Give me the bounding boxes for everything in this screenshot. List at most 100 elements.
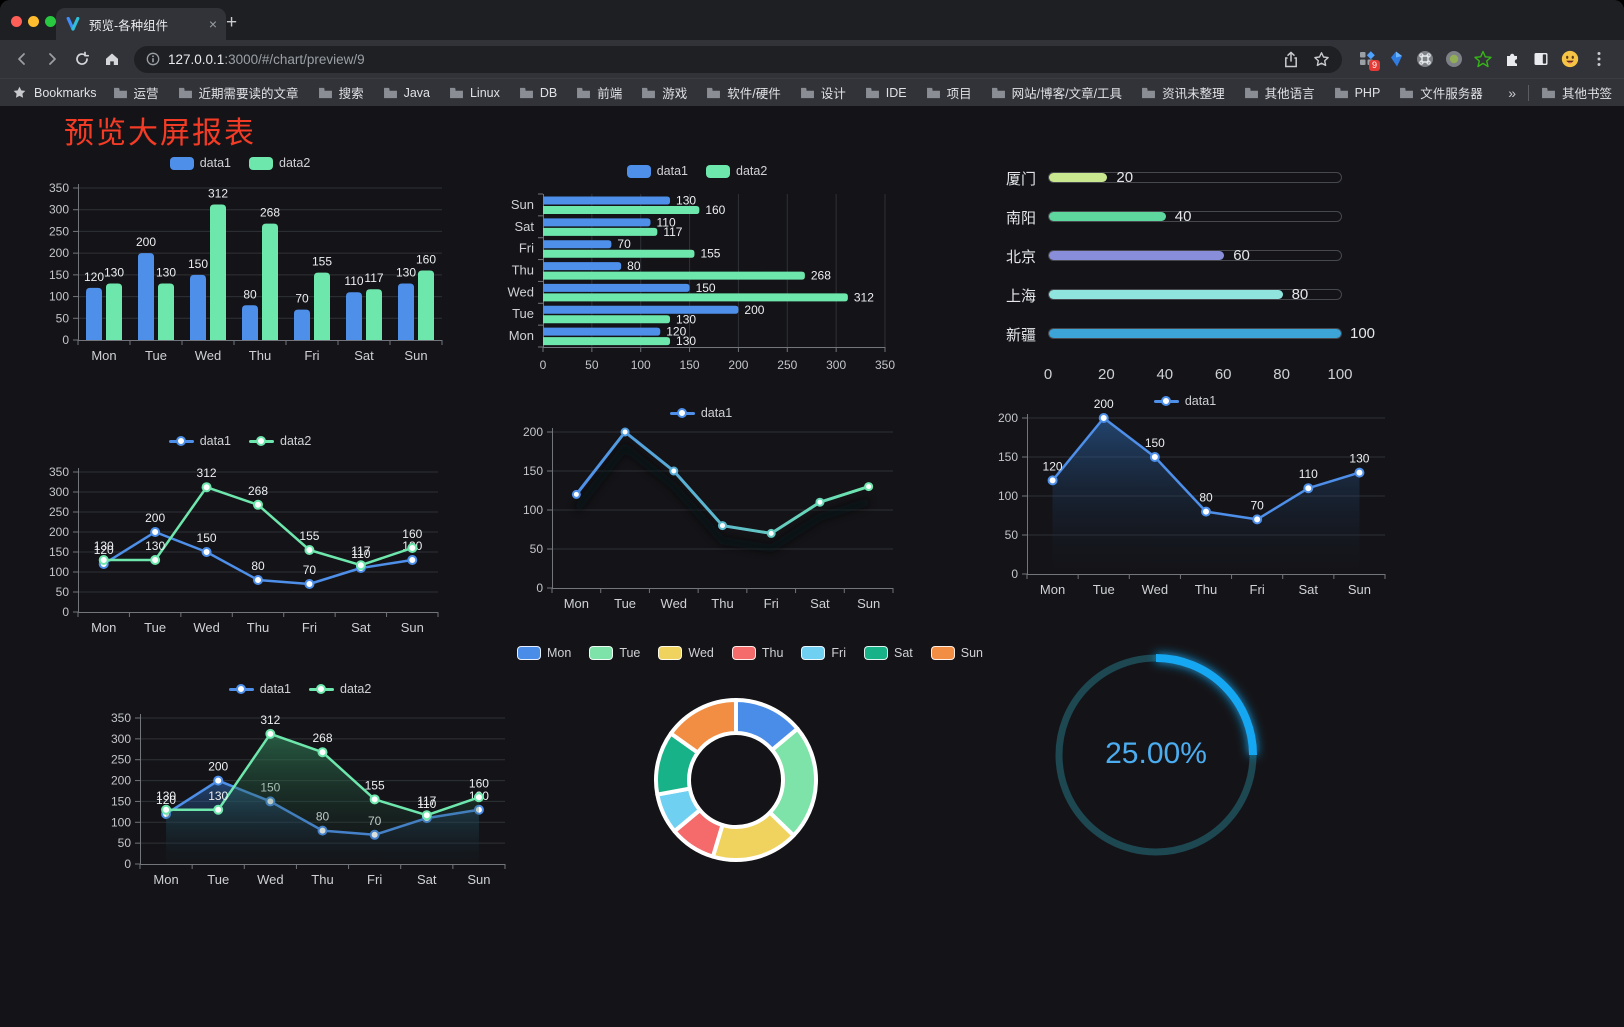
legend-item[interactable]: data1 — [1153, 394, 1216, 408]
legend-label: data1 — [700, 406, 733, 420]
bookmark-folder[interactable]: DB — [519, 86, 557, 100]
bookmark-folder[interactable]: 其他语言 — [1244, 83, 1315, 102]
info-icon[interactable] — [146, 52, 160, 66]
browser-tab[interactable]: 预览-各种组件 × — [56, 8, 226, 40]
chart-legend: data1 — [497, 406, 905, 420]
home-icon[interactable] — [98, 45, 126, 73]
svg-text:130: 130 — [104, 266, 124, 280]
svg-text:80: 80 — [251, 559, 265, 573]
command-circle-icon[interactable] — [1416, 50, 1434, 68]
svg-text:0: 0 — [62, 605, 69, 619]
svg-text:200: 200 — [136, 235, 156, 249]
bookmark-folder[interactable]: 设计 — [800, 83, 846, 102]
back-icon[interactable] — [8, 45, 36, 73]
menu-dots-icon[interactable] — [1590, 50, 1608, 68]
svg-text:Mon: Mon — [91, 348, 116, 363]
bookmark-folder[interactable]: 网站/博客/文章/工具 — [991, 83, 1122, 102]
new-tab-button[interactable]: + — [226, 12, 238, 33]
bookmark-folder[interactable]: PHP — [1334, 86, 1380, 100]
folder-icon — [1400, 87, 1414, 98]
svg-text:Tue: Tue — [144, 620, 166, 635]
kite-icon[interactable] — [1387, 50, 1405, 68]
svg-text:312: 312 — [260, 713, 280, 727]
legend-label: Wed — [688, 646, 714, 660]
svg-text:268: 268 — [312, 731, 332, 745]
bookmark-folder[interactable]: 软件/硬件 — [706, 83, 781, 102]
progress-label: 北京 — [1005, 249, 1036, 266]
extensions-grid-icon[interactable]: 9 — [1358, 50, 1380, 71]
svg-text:250: 250 — [49, 505, 69, 519]
bookmarks-overflow-chevron[interactable]: » — [1508, 84, 1516, 101]
svg-text:150: 150 — [188, 257, 208, 271]
progress-label: 新疆 — [1005, 327, 1036, 344]
progress-value: 40 — [1174, 208, 1192, 225]
svg-text:Wed: Wed — [195, 348, 222, 363]
tab-close-icon[interactable]: × — [208, 16, 217, 32]
legend-item[interactable]: Sun — [930, 646, 983, 660]
svg-text:80: 80 — [243, 287, 257, 301]
other-bookmarks[interactable]: 其他书签 — [1541, 83, 1612, 102]
bookmark-folder[interactable]: Java — [383, 86, 430, 100]
legend-item[interactable]: Sat — [864, 646, 913, 660]
bookmarks-manager[interactable]: Bookmarks — [12, 85, 97, 100]
city-progress-chart: 厦门 20 南阳 40 北京 60 上海 80 新疆 100 0 20 40 60 80 100 — [980, 154, 1400, 404]
svg-text:Tue: Tue — [207, 872, 229, 887]
forward-icon[interactable] — [38, 45, 66, 73]
legend-item[interactable]: data1 — [626, 164, 688, 178]
bookmark-folder[interactable]: 前端 — [576, 83, 622, 102]
record-circle-icon[interactable] — [1445, 50, 1463, 68]
legend-item[interactable]: Thu — [731, 646, 783, 660]
legend-item[interactable]: Wed — [658, 646, 714, 660]
bookmark-folder[interactable]: IDE — [865, 86, 907, 100]
avatar-emoji[interactable] — [1561, 50, 1579, 68]
bookmark-star-icon[interactable] — [1313, 51, 1330, 67]
legend-item[interactable]: data2 — [249, 434, 311, 448]
legend-item[interactable]: data2 — [706, 164, 767, 178]
donut-plot — [654, 698, 818, 862]
svg-text:110: 110 — [656, 215, 675, 229]
legend-item[interactable]: Tue — [589, 646, 640, 660]
url-text[interactable]: 127.0.0.1:3000/#/chart/preview/9 — [168, 52, 365, 67]
bookmark-folder[interactable]: 游戏 — [641, 83, 687, 102]
svg-text:120: 120 — [666, 325, 686, 339]
svg-text:50: 50 — [530, 542, 544, 556]
green-star-icon[interactable] — [1474, 50, 1492, 68]
zoom-window-button[interactable] — [45, 16, 56, 27]
svg-text:350: 350 — [111, 711, 131, 725]
bookmark-folder[interactable]: 资讯未整理 — [1141, 83, 1225, 102]
folder-icon — [178, 87, 192, 98]
bookmark-folder[interactable]: 文件服务器 — [1399, 83, 1483, 102]
grouped-hbar-chart: data1 data2 0 50 100 150 200 250 300 350 Sun 130 16… — [497, 154, 897, 389]
share-icon[interactable] — [1283, 51, 1299, 68]
bookmark-folder[interactable]: 运营 — [113, 83, 159, 102]
bookmark-folder[interactable]: 搜索 — [318, 83, 364, 102]
legend-item[interactable]: data1 — [669, 406, 733, 420]
minimize-window-button[interactable] — [28, 16, 39, 27]
chart-legend: Mon Tue Wed Thu Fri Sat Sun — [516, 646, 983, 660]
legend-item[interactable]: data2 — [249, 156, 310, 170]
svg-text:Wed: Wed — [1142, 582, 1169, 597]
split-screen-icon[interactable] — [1532, 50, 1550, 68]
legend-item[interactable]: data2 — [309, 682, 371, 696]
legend-item[interactable]: data1 — [228, 682, 291, 696]
close-window-button[interactable] — [11, 16, 22, 27]
svg-text:Mon: Mon — [153, 872, 178, 887]
bookmark-folder[interactable]: 项目 — [926, 83, 972, 102]
bookmark-folder[interactable]: Linux — [449, 86, 500, 100]
legend-item[interactable]: data1 — [168, 434, 231, 448]
legend-item[interactable]: data1 — [169, 156, 231, 170]
gradient-line-plot: 0 50 100 150 200 Mon Tue Wed Thu Fri Sat Sun — [523, 425, 894, 611]
svg-text:50: 50 — [1005, 528, 1019, 542]
svg-text:300: 300 — [49, 203, 69, 217]
svg-text:350: 350 — [49, 465, 69, 479]
folder-icon — [800, 87, 814, 98]
svg-text:Fri: Fri — [519, 241, 534, 256]
legend-item[interactable]: Fri — [801, 646, 846, 660]
puzzle-icon[interactable] — [1503, 50, 1521, 68]
bookmark-folder[interactable]: 近期需要读的文章 — [178, 83, 299, 102]
reload-icon[interactable] — [68, 45, 96, 73]
address-bar[interactable]: 127.0.0.1:3000/#/chart/preview/9 — [134, 45, 1342, 73]
svg-text:200: 200 — [111, 774, 131, 788]
legend-item[interactable]: Mon — [516, 646, 571, 660]
window-controls — [11, 16, 56, 27]
